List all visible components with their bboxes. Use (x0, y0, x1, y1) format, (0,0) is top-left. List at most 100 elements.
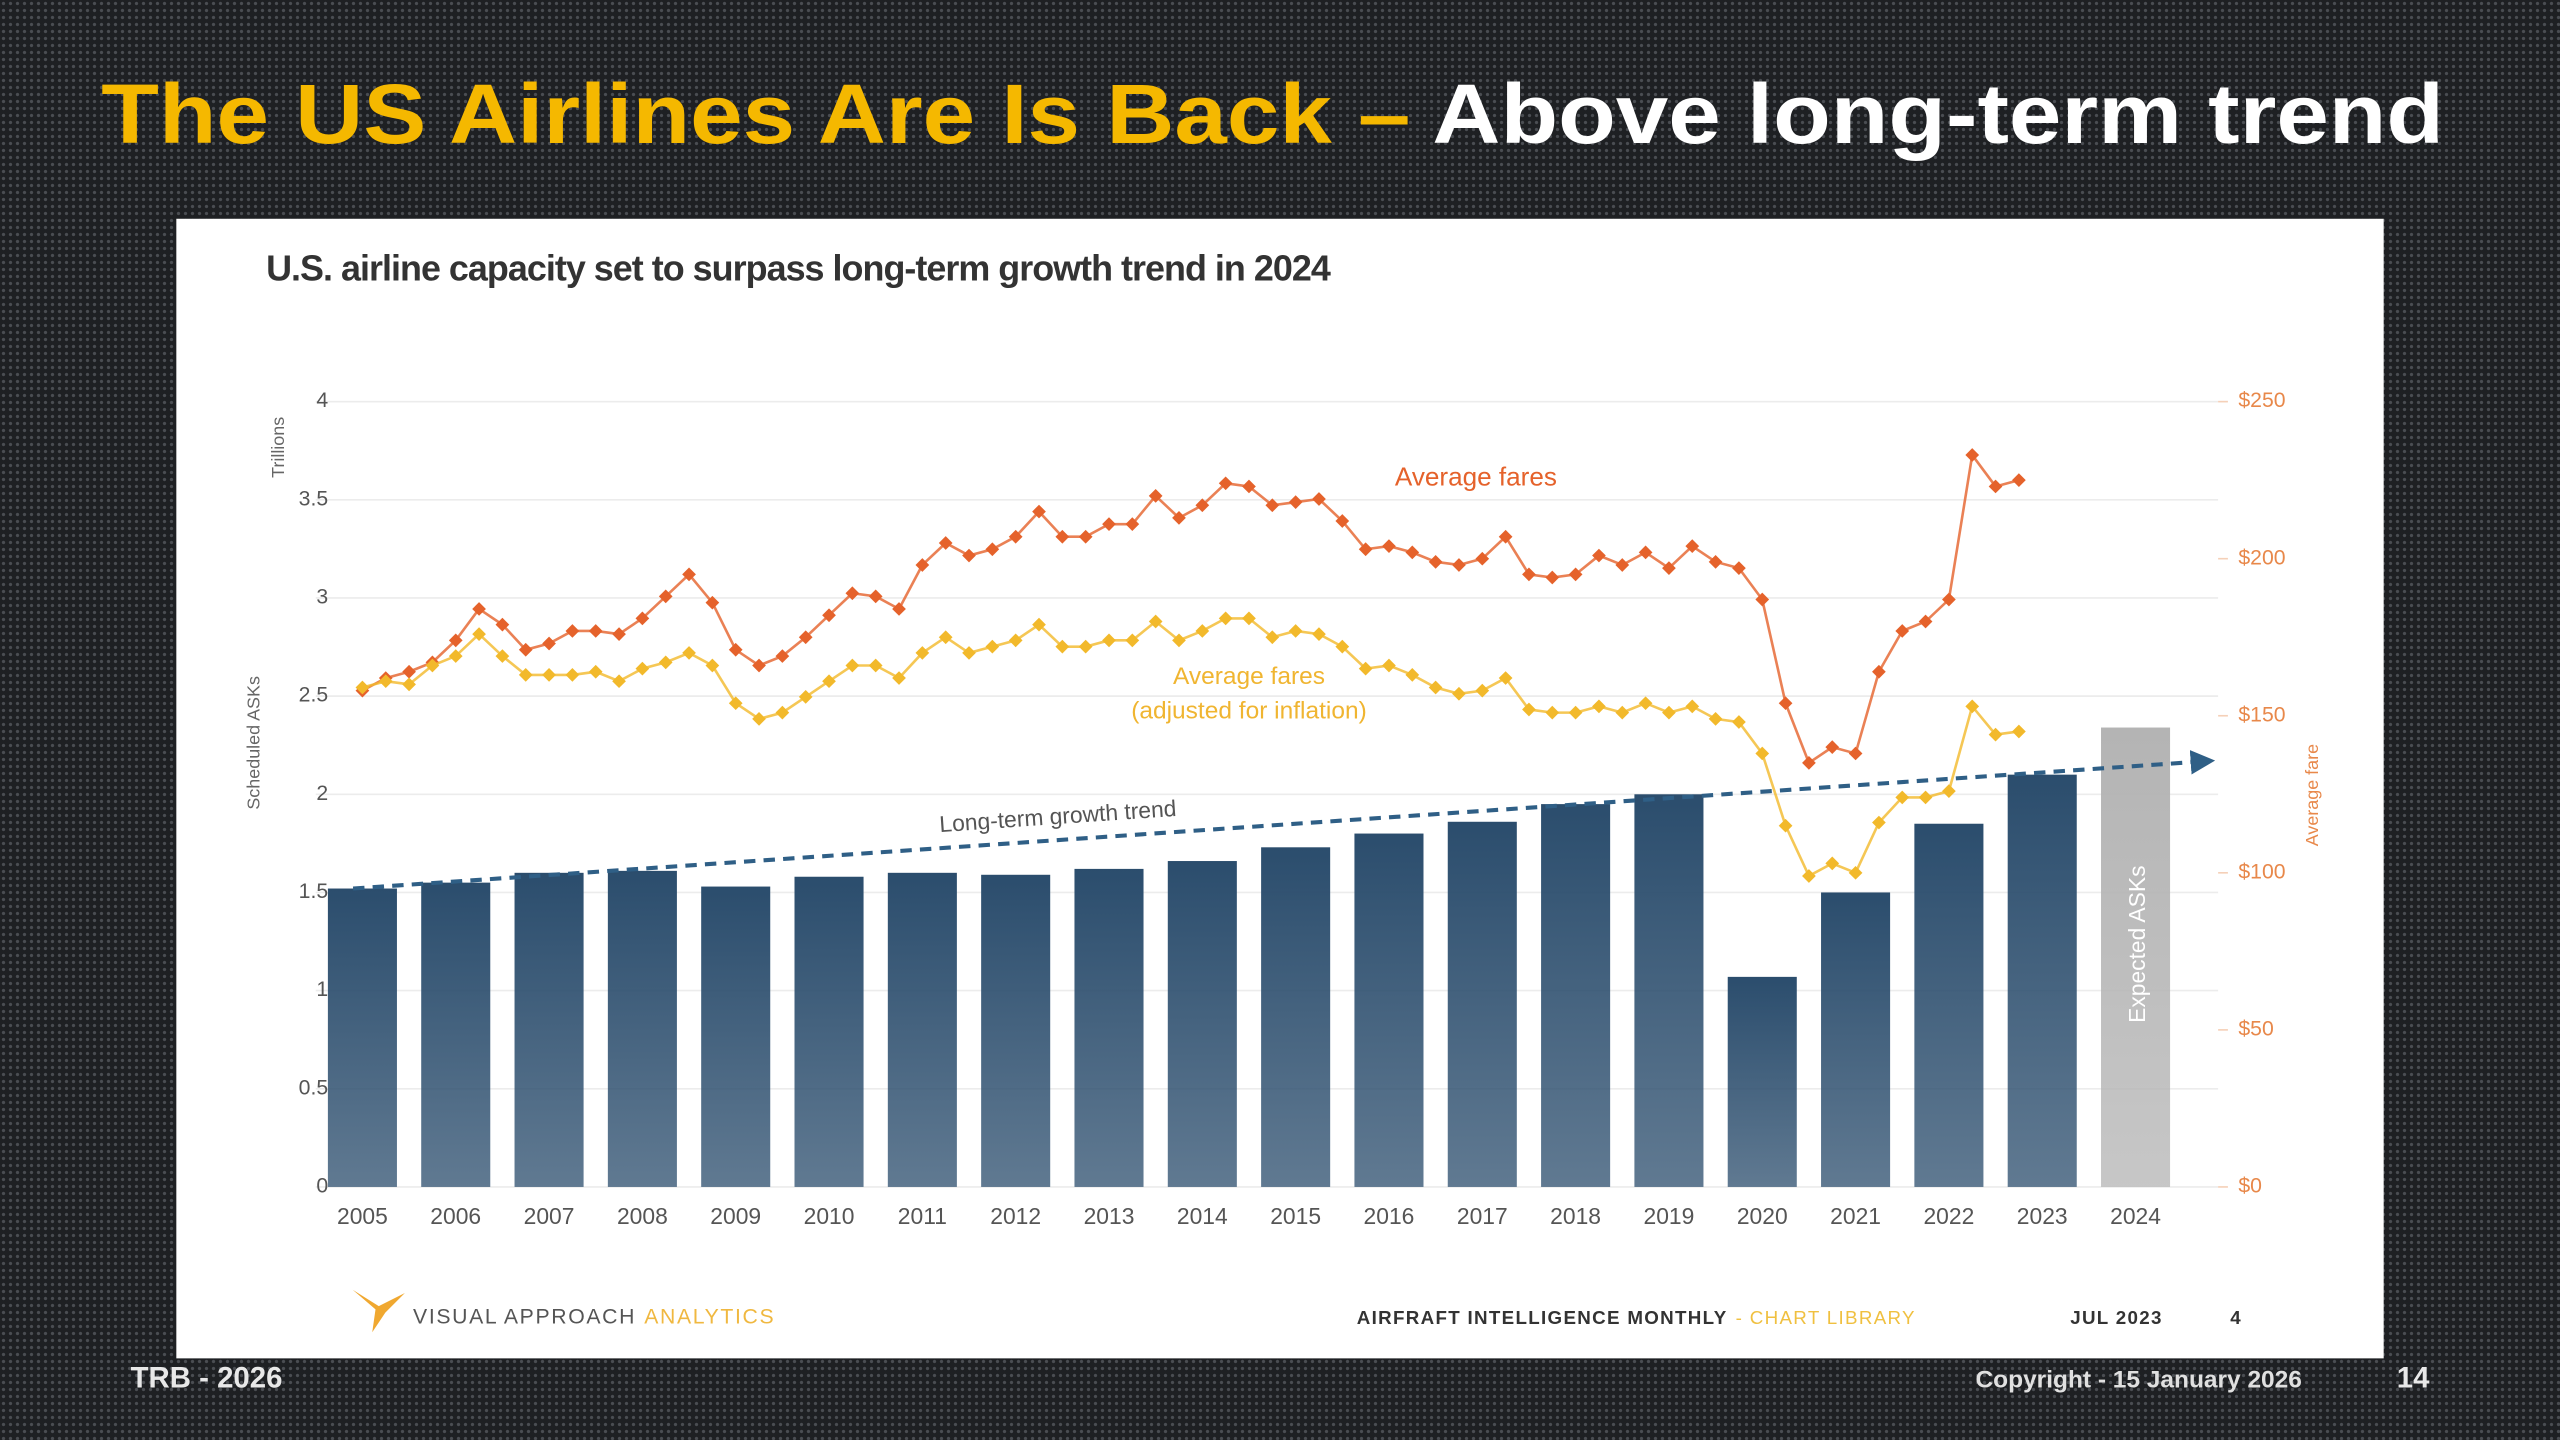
bar (1354, 833, 1424, 1187)
x-tick-label: 2013 (1084, 1203, 1135, 1229)
x-tick-label: 2007 (524, 1203, 575, 1229)
fare-marker (378, 674, 393, 689)
y2-tick-label: $100 (2238, 860, 2285, 883)
fare-marker (1218, 476, 1233, 491)
y-tick-label: 3 (316, 586, 328, 609)
fare-marker (542, 636, 556, 651)
bar (1074, 868, 1144, 1187)
fare-marker (892, 602, 906, 616)
fare-marker (1288, 495, 1303, 510)
fare-marker (1988, 479, 2003, 494)
x-tick-label: 2011 (898, 1203, 947, 1229)
fare-marker (1382, 539, 1396, 553)
fare-marker (1382, 658, 1396, 673)
fare-marker (1475, 551, 1490, 566)
fare-marker (962, 548, 976, 563)
fare-marker (1148, 489, 1163, 503)
fare-marker (1428, 680, 1443, 695)
x-tick-label: 2019 (1644, 1203, 1695, 1229)
series-label: Average fares (adjusted for inflation) (1131, 662, 1367, 725)
fare-marker (565, 624, 580, 638)
fare-marker (1778, 696, 1793, 711)
fare-marker (868, 658, 883, 673)
fare-marker (1592, 699, 1606, 714)
fare-marker (1265, 498, 1280, 513)
fare-marker (1265, 630, 1280, 645)
fare-marker (1568, 705, 1583, 720)
fare-marker (1008, 633, 1023, 648)
fare-marker (612, 674, 626, 689)
fare-marker (1358, 542, 1373, 557)
bar (701, 886, 771, 1187)
fare-marker (1522, 702, 1536, 717)
y-tick-label: 1.5 (299, 880, 329, 903)
bar (514, 872, 584, 1187)
fare-marker (1358, 661, 1373, 676)
y-tick-label: 3.5 (299, 487, 329, 510)
publication: AIRFRAFT INTELLIGENCE MONTHLY (1357, 1307, 1728, 1328)
fare-marker (1638, 545, 1653, 560)
fare-marker (1685, 539, 1700, 553)
bar (1634, 794, 1704, 1187)
x-tick-label: 2017 (1457, 1203, 1508, 1229)
series-label-box: Average fares (adjusted for inflation) (1131, 662, 1367, 725)
plot: 0 0.5 1 1.5 2 2.5 3 3.5 4 $0 $50 $100 $150 $200 $250 20… (299, 389, 2286, 1229)
fare-marker (495, 649, 510, 663)
y-tick-label: 4 (316, 389, 328, 412)
fare-marker (822, 608, 836, 623)
bar (981, 874, 1051, 1187)
fare-marker (1708, 712, 1723, 726)
fare-marker (1078, 529, 1093, 544)
fare-marker (915, 558, 930, 572)
fare-marker (1872, 664, 1886, 679)
bar (887, 872, 957, 1187)
y-tick-label: 0 (316, 1175, 328, 1198)
fare-marker (1195, 624, 1210, 638)
x-tick-label: 2009 (710, 1203, 761, 1229)
logo (352, 1289, 405, 1333)
fare-marker (588, 624, 603, 638)
fare-marker (1918, 614, 1933, 629)
x-tick-label: 2021 (1830, 1203, 1881, 1229)
fare-marker (775, 705, 790, 720)
fare-marker (1662, 705, 1676, 720)
bar-label: Expected ASKs (2124, 865, 2150, 1022)
fare-marker (1312, 627, 1326, 641)
y2-tick-label: $0 (2238, 1175, 2262, 1198)
fare-marker (1102, 633, 1116, 648)
fare-marker (1872, 815, 1886, 830)
fare-marker (1242, 479, 1256, 494)
fare-marker (868, 589, 883, 604)
y2-tick-label: $200 (2238, 546, 2285, 569)
fare-marker (682, 567, 696, 582)
fare-marker (1148, 614, 1163, 629)
page-number: 14 (2397, 1361, 2430, 1394)
fare-marker (1125, 517, 1140, 531)
fare-marker (1055, 639, 1070, 654)
slide-footer-left: TRB - 2026 (131, 1361, 283, 1394)
x-tick-label: 2023 (2017, 1203, 2068, 1229)
slide-title: The US Airlines Are Is Back – Above long-… (101, 66, 2444, 161)
y2-tick-label: $150 (2238, 703, 2285, 726)
fare-marker (1195, 498, 1210, 513)
x-tick-label: 2012 (990, 1203, 1041, 1229)
footer-date: JUL 2023 (2070, 1307, 2163, 1328)
fare-marker (1172, 633, 1186, 648)
x-tick-label: 2018 (1550, 1203, 1601, 1229)
x-tick-label: 2015 (1270, 1203, 1321, 1229)
bar (1914, 823, 1984, 1187)
y-tick-label: 2.5 (299, 684, 329, 707)
fare-marker (1825, 740, 1840, 755)
title-rest: Above long-term trend (1432, 66, 2444, 161)
bar (1727, 976, 1797, 1187)
fare-marker (1825, 856, 1840, 871)
y2-tick-label: $250 (2238, 389, 2285, 412)
fare-marker (752, 658, 766, 673)
fare-marker (728, 696, 743, 711)
fare-marker (1755, 746, 1770, 761)
y-tick-label: 1 (316, 978, 328, 1001)
fare-marker (518, 642, 533, 657)
footer-page: 4 (2230, 1307, 2241, 1328)
fare-marker (1522, 567, 1536, 582)
trend-line (352, 750, 2216, 891)
